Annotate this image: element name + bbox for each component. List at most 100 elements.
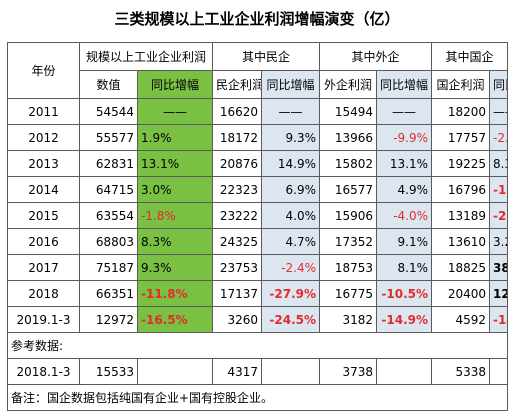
cell-year: 2017 bbox=[7, 254, 80, 281]
cell-foreign-growth: -10.5% bbox=[376, 280, 433, 307]
cell-total-growth: 8.3% bbox=[136, 228, 214, 255]
ref-total: 15533 bbox=[79, 358, 138, 385]
header-row-2: 数值 同比增幅 民企利润 同比增幅 外企利润 同比增幅 国企利润 同比增幅 bbox=[8, 70, 509, 99]
cell-foreign-growth: 4.9% bbox=[376, 176, 433, 203]
cell-year: 2013 bbox=[7, 150, 80, 177]
cell-total-growth: 9.3% bbox=[136, 254, 214, 281]
header-total-value: 数值 bbox=[79, 70, 138, 99]
cell-private: 23753 bbox=[212, 254, 263, 281]
table-row: 2015 63554 -1.8% 23222 4.0% 15906 -4.0% … bbox=[7, 202, 509, 229]
cell-foreign-growth: —— bbox=[376, 98, 433, 125]
cell-private-growth: -24.5% bbox=[261, 306, 321, 333]
cell-total: 12972 bbox=[79, 306, 138, 333]
ref-year: 2018.1-3 bbox=[7, 358, 80, 385]
ref-private: 4317 bbox=[212, 358, 263, 385]
cell-private: 17137 bbox=[212, 280, 263, 307]
ref-total-growth bbox=[136, 358, 214, 385]
cell-private-growth: 6.9% bbox=[261, 176, 321, 203]
cell-year: 2012 bbox=[7, 124, 80, 151]
cell-year: 2011 bbox=[7, 98, 80, 125]
header-foreign-profit: 外企利润 bbox=[319, 70, 378, 99]
cell-foreign: 18753 bbox=[319, 254, 378, 281]
cell-state: 13610 bbox=[431, 228, 491, 255]
cell-state-growth: -14.0% bbox=[489, 306, 509, 333]
ref-state: 5338 bbox=[431, 358, 491, 385]
table-row: 2012 55577 1.9% 18172 9.3% 13966 -9.9% 1… bbox=[7, 124, 509, 151]
cell-private: 16620 bbox=[212, 98, 263, 125]
cell-private-growth: -2.4% bbox=[261, 254, 321, 281]
cell-total: 62831 bbox=[79, 150, 138, 177]
cell-total: 63554 bbox=[79, 202, 138, 229]
cell-total: 75187 bbox=[79, 254, 138, 281]
reference-label: 参考数据: bbox=[6, 332, 509, 359]
cell-state: 18200 bbox=[431, 98, 491, 125]
cell-state: 17757 bbox=[431, 124, 491, 151]
cell-private: 24325 bbox=[212, 228, 263, 255]
ref-state-growth bbox=[489, 358, 509, 385]
cell-foreign: 15494 bbox=[319, 98, 378, 125]
cell-total: 68803 bbox=[79, 228, 138, 255]
cell-foreign: 16775 bbox=[319, 280, 378, 307]
table-row: 2018 66351 -11.8% 17137 -27.9% 16775 -10… bbox=[7, 280, 509, 307]
cell-foreign: 15906 bbox=[319, 202, 378, 229]
cell-total-growth: -11.8% bbox=[136, 280, 214, 307]
reference-label-row: 参考数据: bbox=[6, 332, 509, 359]
ref-foreign-growth bbox=[376, 358, 433, 385]
cell-private-growth: —— bbox=[261, 98, 321, 125]
cell-year: 2019.1-3 bbox=[7, 306, 80, 333]
cell-private: 22323 bbox=[212, 176, 263, 203]
cell-state-growth: -2.4% bbox=[489, 124, 509, 151]
cell-state-growth: 3.2% bbox=[489, 228, 509, 255]
cell-state: 4592 bbox=[431, 306, 491, 333]
cell-foreign-growth: 8.1% bbox=[376, 254, 433, 281]
cell-state: 16796 bbox=[431, 176, 491, 203]
header-private-profit: 民企利润 bbox=[212, 70, 263, 99]
cell-state: 20400 bbox=[431, 280, 491, 307]
table-row: 2013 62831 13.1% 20876 14.9% 15802 13.1%… bbox=[7, 150, 509, 177]
cell-foreign-growth: -4.0% bbox=[376, 202, 433, 229]
table-title: 三类规模以上工业企业利润增幅演变（亿） bbox=[114, 10, 400, 28]
table-row: 2019.1-3 12972 -16.5% 3260 -24.5% 3182 -… bbox=[7, 306, 509, 333]
cell-foreign-growth: -9.9% bbox=[376, 124, 433, 151]
cell-total: 55577 bbox=[79, 124, 138, 151]
cell-private-growth: -27.9% bbox=[261, 280, 321, 307]
cell-private: 3260 bbox=[212, 306, 263, 333]
table-row: 2011 54544 —— 16620 —— 15494 —— 18200 —— bbox=[7, 98, 509, 125]
cell-private: 20876 bbox=[212, 150, 263, 177]
cell-state: 19225 bbox=[431, 150, 491, 177]
reference-row: 2018.1-3 15533 4317 3738 5338 bbox=[7, 358, 509, 385]
cell-foreign-growth: 13.1% bbox=[376, 150, 433, 177]
table-row: 2016 68803 8.3% 24325 4.7% 17352 9.1% 13… bbox=[7, 228, 509, 255]
cell-state-growth: -21.5% bbox=[489, 202, 509, 229]
cell-total: 54544 bbox=[79, 98, 138, 125]
cell-state-growth: -12.6% bbox=[489, 176, 509, 203]
cell-total-growth: -1.8% bbox=[136, 202, 214, 229]
ref-foreign: 3738 bbox=[319, 358, 378, 385]
cell-state-growth: 38.3% bbox=[489, 254, 509, 281]
cell-total-growth: —— bbox=[136, 98, 214, 125]
table-note: 备注：国企数据包括纯国有企业+国有控股企业。 bbox=[6, 384, 509, 411]
cell-state-growth: 8.3% bbox=[489, 150, 509, 177]
header-group-state: 其中国企 bbox=[431, 42, 509, 71]
cell-year: 2016 bbox=[7, 228, 80, 255]
cell-state-growth: —— bbox=[489, 98, 509, 125]
cell-year: 2014 bbox=[7, 176, 80, 203]
cell-private-growth: 14.9% bbox=[261, 150, 321, 177]
table-row: 2014 64715 3.0% 22323 6.9% 16577 4.9% 16… bbox=[7, 176, 509, 203]
cell-total-growth: -16.5% bbox=[136, 306, 214, 333]
cell-total: 66351 bbox=[79, 280, 138, 307]
cell-foreign-growth: 9.1% bbox=[376, 228, 433, 255]
note-row: 备注：国企数据包括纯国有企业+国有控股企业。 bbox=[6, 384, 509, 411]
cell-state: 13189 bbox=[431, 202, 491, 229]
header-private-growth: 同比增幅 bbox=[261, 70, 321, 99]
cell-year: 2015 bbox=[7, 202, 80, 229]
cell-total-growth: 3.0% bbox=[136, 176, 214, 203]
header-state-profit: 国企利润 bbox=[431, 70, 491, 99]
table-row: 2017 75187 9.3% 23753 -2.4% 18753 8.1% 1… bbox=[7, 254, 509, 281]
cell-foreign: 17352 bbox=[319, 228, 378, 255]
cell-total-growth: 13.1% bbox=[136, 150, 214, 177]
header-group-total: 规模以上工业企业利润 bbox=[78, 42, 214, 71]
cell-private-growth: 9.3% bbox=[261, 124, 321, 151]
header-foreign-growth: 同比增幅 bbox=[376, 70, 433, 99]
cell-private-growth: 4.7% bbox=[261, 228, 321, 255]
